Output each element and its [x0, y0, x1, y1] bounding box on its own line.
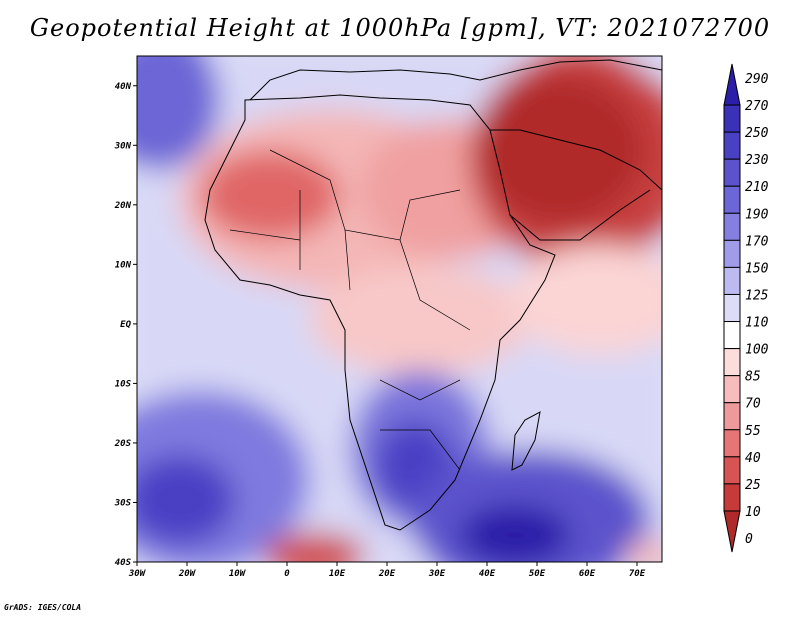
- colorbar-label: 85: [745, 370, 761, 385]
- colorbar-segment: [723, 212, 741, 241]
- colorbar-label: 250: [745, 126, 769, 141]
- lat-tick-label: 20S: [114, 439, 132, 449]
- colorbar-label: 210: [745, 180, 769, 195]
- colorbar-label: 270: [745, 99, 769, 114]
- colorbar-segment: [723, 456, 741, 485]
- colorbar-segment: [723, 483, 741, 512]
- lon-tick-label: 10E: [329, 569, 346, 579]
- height-field: [137, 56, 662, 562]
- colorbar-label: 290: [745, 72, 769, 87]
- colorbar-label: 40: [745, 451, 761, 466]
- colorbar-segment: [723, 348, 741, 377]
- lat-tick-label: 10S: [115, 379, 132, 389]
- colorbar-segment: [723, 158, 741, 187]
- colorbar-segment: [723, 104, 741, 133]
- lon-tick-label: 10W: [229, 569, 247, 579]
- lon-tick-label: 20E: [378, 569, 396, 579]
- colorbar-label: 125: [745, 288, 769, 303]
- lat-tick-label: 10N: [115, 260, 132, 270]
- map-title: Geopotential Height at 1000hPa [gpm], VT…: [29, 14, 771, 42]
- colorbar-label: 55: [745, 424, 761, 439]
- lat-tick-label: EQ: [120, 320, 131, 330]
- colorbar-segment: [723, 510, 741, 553]
- lon-tick-label: 20W: [178, 569, 197, 579]
- colorbar-segment: [723, 266, 741, 295]
- lat-tick-label: 20N: [114, 201, 132, 211]
- latitude-axis: 40N 30N 20N 10N EQ 10S 20S 30S 40S: [114, 82, 137, 568]
- coastlines: [204, 59, 662, 531]
- colorbar-label: 10: [745, 505, 761, 520]
- colorbar-segment: [723, 321, 741, 350]
- colorbar-label: 110: [745, 316, 769, 331]
- colorbar: 2902702502302101901701501251101008570554…: [723, 63, 769, 553]
- lat-tick-label: 40N: [115, 82, 132, 92]
- lon-tick-label: 40E: [479, 569, 496, 579]
- colorbar-segment: [723, 375, 741, 404]
- colorbar-label: 190: [745, 207, 769, 222]
- longitude-axis: 30W 20W 10W 0 10E 20E 30E 40E 50E 60E 70E: [128, 562, 646, 579]
- lon-tick-label: 50E: [529, 569, 546, 579]
- lat-tick-label: 30N: [114, 141, 132, 151]
- colorbar-label: 150: [745, 261, 769, 276]
- colorbar-segment: [723, 239, 741, 268]
- lon-tick-label: 60E: [579, 569, 596, 579]
- colorbar-segment: [723, 429, 741, 458]
- lon-tick-label: 70E: [629, 569, 646, 579]
- colorbar-segment: [723, 131, 741, 160]
- lat-tick-label: 40S: [115, 558, 132, 568]
- colorbar-label: 100: [745, 343, 769, 358]
- lon-tick-label: 0: [284, 569, 290, 579]
- lat-tick-label: 30S: [114, 498, 132, 508]
- lon-tick-label: 30E: [428, 569, 446, 579]
- lon-tick-label: 30W: [128, 569, 147, 579]
- footer-credit: GrADS: IGES/COLA: [4, 603, 82, 612]
- country-borders: [229, 149, 471, 471]
- colorbar-label: 170: [745, 234, 769, 249]
- colorbar-label: 70: [745, 397, 761, 412]
- colorbar-label: 25: [745, 478, 761, 493]
- plot-frame: [136, 55, 663, 563]
- colorbar-segment: [723, 402, 741, 431]
- colorbar-segment: [723, 63, 741, 106]
- colorbar-label: 230: [745, 153, 769, 168]
- colorbar-segment: [723, 185, 741, 214]
- colorbar-label: 0: [745, 532, 753, 547]
- colorbar-segment: [723, 293, 741, 323]
